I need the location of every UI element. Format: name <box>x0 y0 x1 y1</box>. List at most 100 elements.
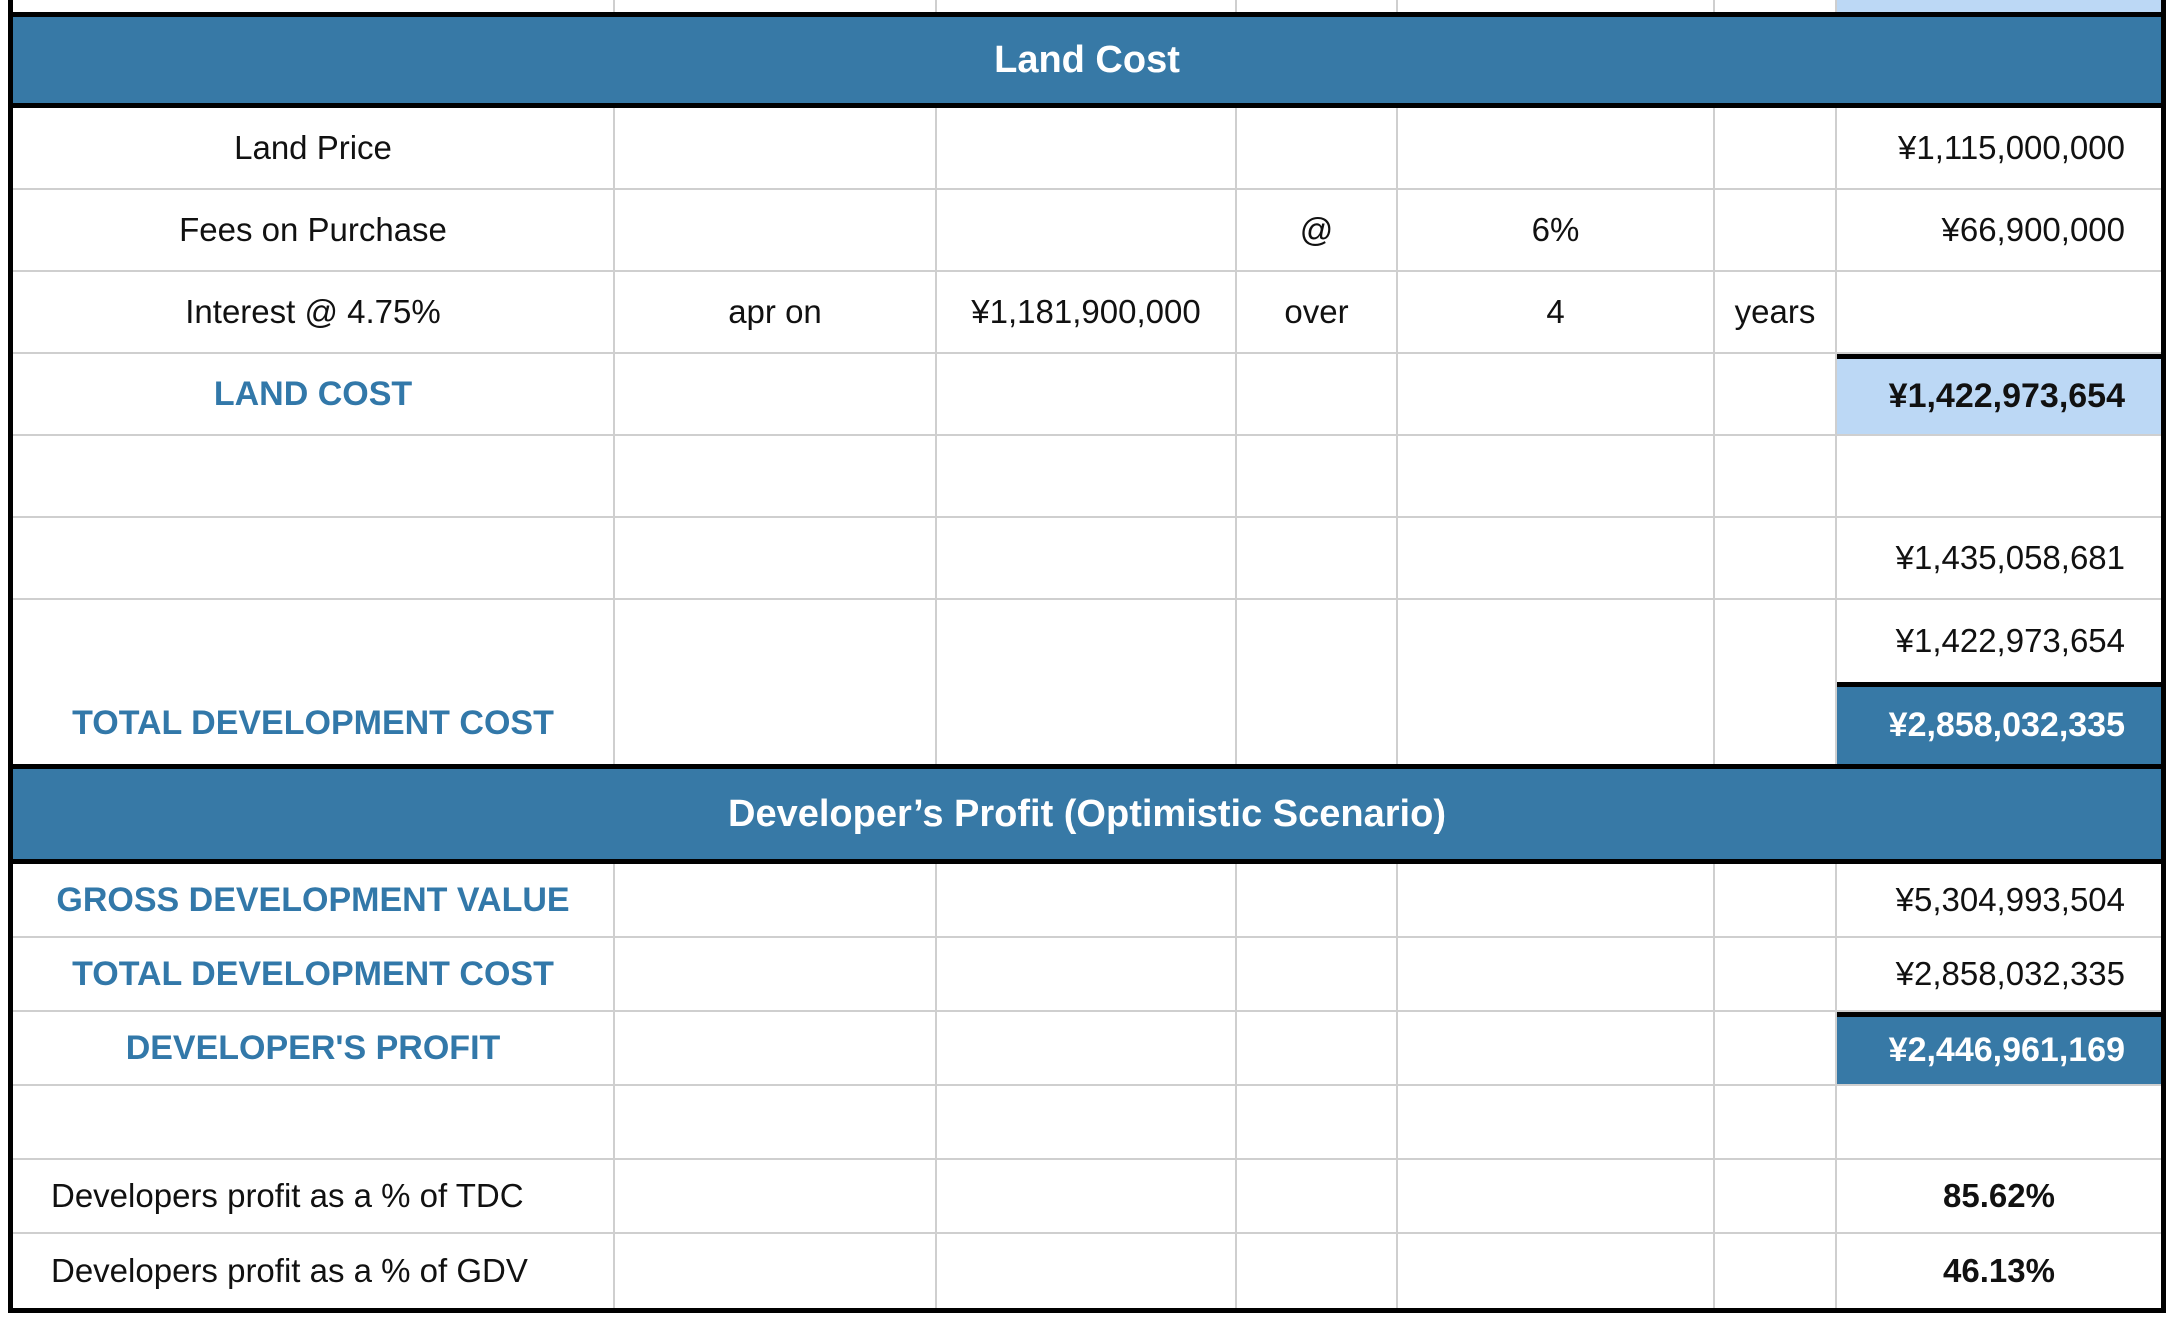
empty-cell <box>937 600 1237 682</box>
empty-cell <box>1398 0 1715 12</box>
cell-fees-rate: 6% <box>1398 190 1715 272</box>
cell-interest-label: Interest @ 4.75% <box>13 272 615 354</box>
empty-cell <box>1237 938 1398 1012</box>
empty-cell <box>1715 1160 1837 1234</box>
cell-interest-term-unit: years <box>1715 272 1837 354</box>
cell-tdc2-value: ¥2,858,032,335 <box>1837 938 2161 1012</box>
section-header-developers-profit: Developer’s Profit (Optimistic Scenario) <box>13 764 2161 864</box>
section-title: Developer’s Profit (Optimistic Scenario) <box>728 792 1446 835</box>
empty-cell <box>615 1234 937 1308</box>
empty-cell <box>1715 108 1837 190</box>
table-row-profit-pct-gdv: Developers profit as a % of GDV 46.13% <box>13 1234 2161 1308</box>
empty-cell <box>13 436 615 518</box>
cell-interest-apr-on: apr on <box>615 272 937 354</box>
empty-cell <box>1398 600 1715 682</box>
empty-cell <box>937 1012 1237 1086</box>
empty-cell <box>1237 354 1398 436</box>
empty-cell <box>1398 354 1715 436</box>
section-header-land-cost: Land Cost <box>13 12 2161 108</box>
empty-cell <box>1398 1234 1715 1308</box>
cell-fees-value: ¥66,900,000 <box>1837 190 2161 272</box>
cell-subtotal-a-value: ¥1,435,058,681 <box>1837 518 2161 600</box>
empty-cell <box>1237 1234 1398 1308</box>
empty-cell <box>1837 1086 2161 1160</box>
section-title: Land Cost <box>994 38 1180 81</box>
empty-cell <box>1398 682 1715 764</box>
empty-cell <box>1237 600 1398 682</box>
empty-cell <box>1398 436 1715 518</box>
cell-subtotal-b-value: ¥1,422,973,654 <box>1895 622 2125 659</box>
empty-cell <box>937 1160 1237 1234</box>
empty-cell <box>937 938 1237 1012</box>
empty-cell <box>937 864 1237 938</box>
empty-cell <box>937 436 1237 518</box>
empty-cell <box>615 938 937 1012</box>
table-row-subtotal-b: ¥1,422,973,654 <box>13 600 2161 682</box>
cell-interest-term: 4 <box>1398 272 1715 354</box>
table-row-fees: Fees on Purchase @ 6% ¥66,900,000 <box>13 190 2161 272</box>
cell-land-price-label: Land Price <box>13 108 615 190</box>
table-row-empty <box>13 1086 2161 1160</box>
cell-pct-gdv-label: Developers profit as a % of GDV <box>13 1234 615 1308</box>
cell-land-price-value: ¥1,115,000,000 <box>1837 108 2161 190</box>
cell-tdc-label: TOTAL DEVELOPMENT COST <box>13 682 615 764</box>
table-row-land-price: Land Price ¥1,115,000,000 <box>13 108 2161 190</box>
empty-cell <box>1715 600 1837 682</box>
empty-cell <box>1237 864 1398 938</box>
table-row-subtotal-a: ¥1,435,058,681 <box>13 518 2161 600</box>
empty-cell <box>937 190 1237 272</box>
empty-cell <box>1715 0 1837 12</box>
empty-cell <box>1237 518 1398 600</box>
empty-cell <box>615 518 937 600</box>
cell-fees-at: @ <box>1237 190 1398 272</box>
empty-cell <box>1237 108 1398 190</box>
cell-tdc-value: ¥2,858,032,335 <box>1837 682 2161 764</box>
empty-cell <box>937 518 1237 600</box>
empty-cell <box>1237 1086 1398 1160</box>
empty-cell <box>1715 1234 1837 1308</box>
empty-cell <box>1715 1086 1837 1160</box>
empty-cell <box>1398 1160 1715 1234</box>
empty-cell <box>13 0 615 12</box>
cell-fees-label: Fees on Purchase <box>13 190 615 272</box>
table-row-cutoff <box>13 0 2161 12</box>
empty-cell <box>615 436 937 518</box>
table-row-land-cost-total: LAND COST ¥1,422,973,654 <box>13 354 2161 436</box>
cell-gdv-value: ¥5,304,993,504 <box>1837 864 2161 938</box>
empty-cell <box>1398 938 1715 1012</box>
empty-cell <box>615 1086 937 1160</box>
empty-cell <box>1237 682 1398 764</box>
empty-cell <box>13 1086 615 1160</box>
empty-cell <box>937 0 1237 12</box>
empty-cell <box>615 682 937 764</box>
cell-interest-over: over <box>1237 272 1398 354</box>
cell-developers-profit-label: DEVELOPER'S PROFIT <box>13 1012 615 1086</box>
empty-cell <box>937 1234 1237 1308</box>
empty-cell <box>937 682 1237 764</box>
empty-cell <box>615 190 937 272</box>
empty-cell <box>1237 1012 1398 1086</box>
table-row-interest: Interest @ 4.75% apr on ¥1,181,900,000 o… <box>13 272 2161 354</box>
empty-cell <box>1398 108 1715 190</box>
cell-gdv-label: GROSS DEVELOPMENT VALUE <box>13 864 615 938</box>
cell-land-cost-label: LAND COST <box>13 354 615 436</box>
table-row-total-development-cost: TOTAL DEVELOPMENT COST ¥2,858,032,335 <box>13 682 2161 764</box>
empty-cell <box>615 600 937 682</box>
table-row-tdc2: TOTAL DEVELOPMENT COST ¥2,858,032,335 <box>13 938 2161 1012</box>
empty-cell <box>1237 436 1398 518</box>
empty-cell <box>615 354 937 436</box>
empty-cell <box>1715 1012 1837 1086</box>
empty-cell <box>13 518 615 600</box>
empty-cell <box>1398 518 1715 600</box>
empty-cell <box>1715 518 1837 600</box>
empty-cell <box>615 1160 937 1234</box>
empty-cell <box>1398 864 1715 938</box>
empty-cell <box>937 354 1237 436</box>
empty-cell <box>615 0 937 12</box>
empty-cell <box>937 108 1237 190</box>
empty-cell <box>1398 1086 1715 1160</box>
empty-cell <box>937 1086 1237 1160</box>
cell-pct-tdc-label: Developers profit as a % of TDC <box>13 1160 615 1234</box>
empty-cell <box>1715 682 1837 764</box>
empty-cell <box>1715 354 1837 436</box>
